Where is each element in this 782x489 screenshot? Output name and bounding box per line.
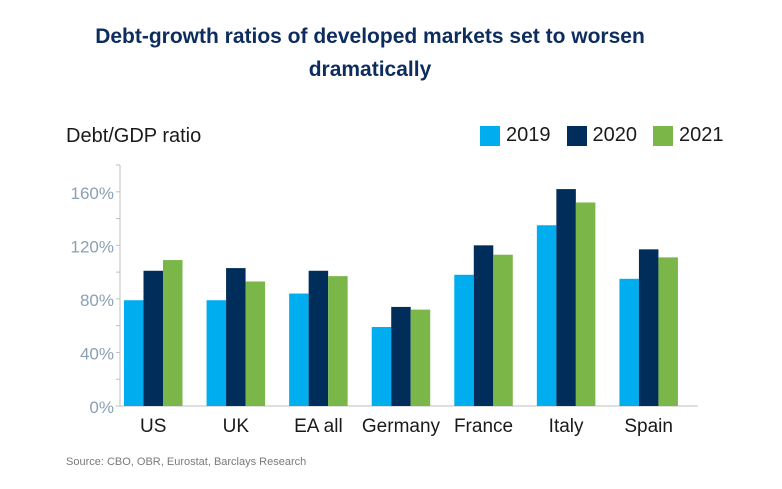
- y-tick-label: 40%: [80, 344, 114, 363]
- legend-swatch-2020: [566, 125, 587, 146]
- bar-2019-spain: [619, 278, 639, 406]
- x-tick-label: Germany: [362, 416, 441, 437]
- y-tick-label: 160%: [71, 184, 114, 203]
- bar-2020-spain: [638, 249, 659, 406]
- bar-2021-spain: [658, 257, 678, 406]
- bar-2019-germany: [371, 327, 392, 406]
- bar-2019-uk: [206, 300, 227, 406]
- legend-label-2019: 2019: [506, 124, 551, 146]
- legend-swatch-2021: [653, 125, 673, 146]
- legend-label-2020: 2020: [592, 124, 638, 146]
- bar-2019-france: [454, 274, 474, 406]
- bar-2019-us: [124, 300, 144, 406]
- legend: 2019 2020 2021: [480, 124, 740, 147]
- y-tick-label: 120%: [71, 237, 114, 256]
- bar-2020-ea-all: [308, 270, 329, 406]
- bar-2020-germany: [391, 306, 411, 406]
- legend-item-2020: 2020: [566, 124, 638, 147]
- bar-2021-us: [163, 260, 183, 406]
- legend-label-2021: 2021: [679, 124, 724, 146]
- bar-2021-ea-all: [328, 276, 348, 406]
- bar-2020-italy: [556, 189, 576, 406]
- x-tick-label: France: [454, 416, 513, 437]
- y-tick-label: 0%: [89, 398, 114, 417]
- source-note: Source: CBO, OBR, Eurostat, Barclays Res…: [66, 456, 307, 468]
- x-tick-label: Spain: [624, 416, 673, 437]
- legend-swatch-2019: [480, 125, 500, 146]
- bar-2021-france: [493, 254, 513, 406]
- bar-2021-germany: [410, 309, 431, 406]
- bar-2019-italy: [536, 225, 557, 406]
- bar-2021-italy: [575, 202, 596, 406]
- x-tick-label: UK: [223, 416, 250, 437]
- x-tick-label: US: [140, 416, 166, 437]
- bar-2020-us: [143, 270, 163, 406]
- y-axis-label: Debt/GDP ratio: [66, 125, 202, 147]
- bar-2020-uk: [226, 268, 246, 406]
- x-tick-label: EA all: [294, 416, 343, 437]
- chart-title: Debt-growth ratios of developed markets …: [95, 25, 645, 81]
- bar-2021-uk: [245, 281, 266, 406]
- legend-item-2021: 2021: [653, 124, 724, 147]
- legend-item-2019: 2019: [480, 124, 551, 147]
- bar-2019-ea-all: [289, 293, 309, 406]
- x-tick-label: Italy: [549, 416, 584, 437]
- bar-2020-france: [473, 245, 494, 406]
- y-tick-label: 80%: [80, 291, 114, 310]
